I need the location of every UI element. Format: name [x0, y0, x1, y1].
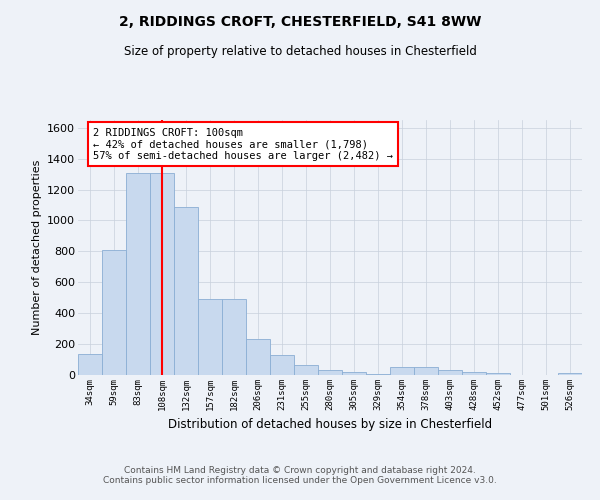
X-axis label: Distribution of detached houses by size in Chesterfield: Distribution of detached houses by size …	[168, 418, 492, 432]
Y-axis label: Number of detached properties: Number of detached properties	[32, 160, 41, 335]
Bar	[222, 300, 246, 375]
Bar	[390, 366, 414, 375]
Text: Size of property relative to detached houses in Chesterfield: Size of property relative to detached ho…	[124, 45, 476, 58]
Bar	[246, 340, 270, 375]
Bar	[318, 370, 342, 375]
Bar	[462, 372, 486, 375]
Bar	[342, 372, 366, 375]
Bar	[126, 172, 150, 375]
Bar	[486, 374, 510, 375]
Bar	[414, 366, 438, 375]
Text: 2, RIDDINGS CROFT, CHESTERFIELD, S41 8WW: 2, RIDDINGS CROFT, CHESTERFIELD, S41 8WW	[119, 15, 481, 29]
Bar	[150, 172, 174, 375]
Text: Contains HM Land Registry data © Crown copyright and database right 2024.
Contai: Contains HM Land Registry data © Crown c…	[103, 466, 497, 485]
Bar	[294, 365, 318, 375]
Bar	[174, 206, 198, 375]
Bar	[438, 370, 462, 375]
Bar	[270, 355, 294, 375]
Bar	[102, 250, 126, 375]
Text: 2 RIDDINGS CROFT: 100sqm
← 42% of detached houses are smaller (1,798)
57% of sem: 2 RIDDINGS CROFT: 100sqm ← 42% of detach…	[93, 128, 393, 161]
Bar	[198, 300, 222, 375]
Bar	[558, 374, 582, 375]
Bar	[78, 354, 102, 375]
Bar	[366, 374, 390, 375]
